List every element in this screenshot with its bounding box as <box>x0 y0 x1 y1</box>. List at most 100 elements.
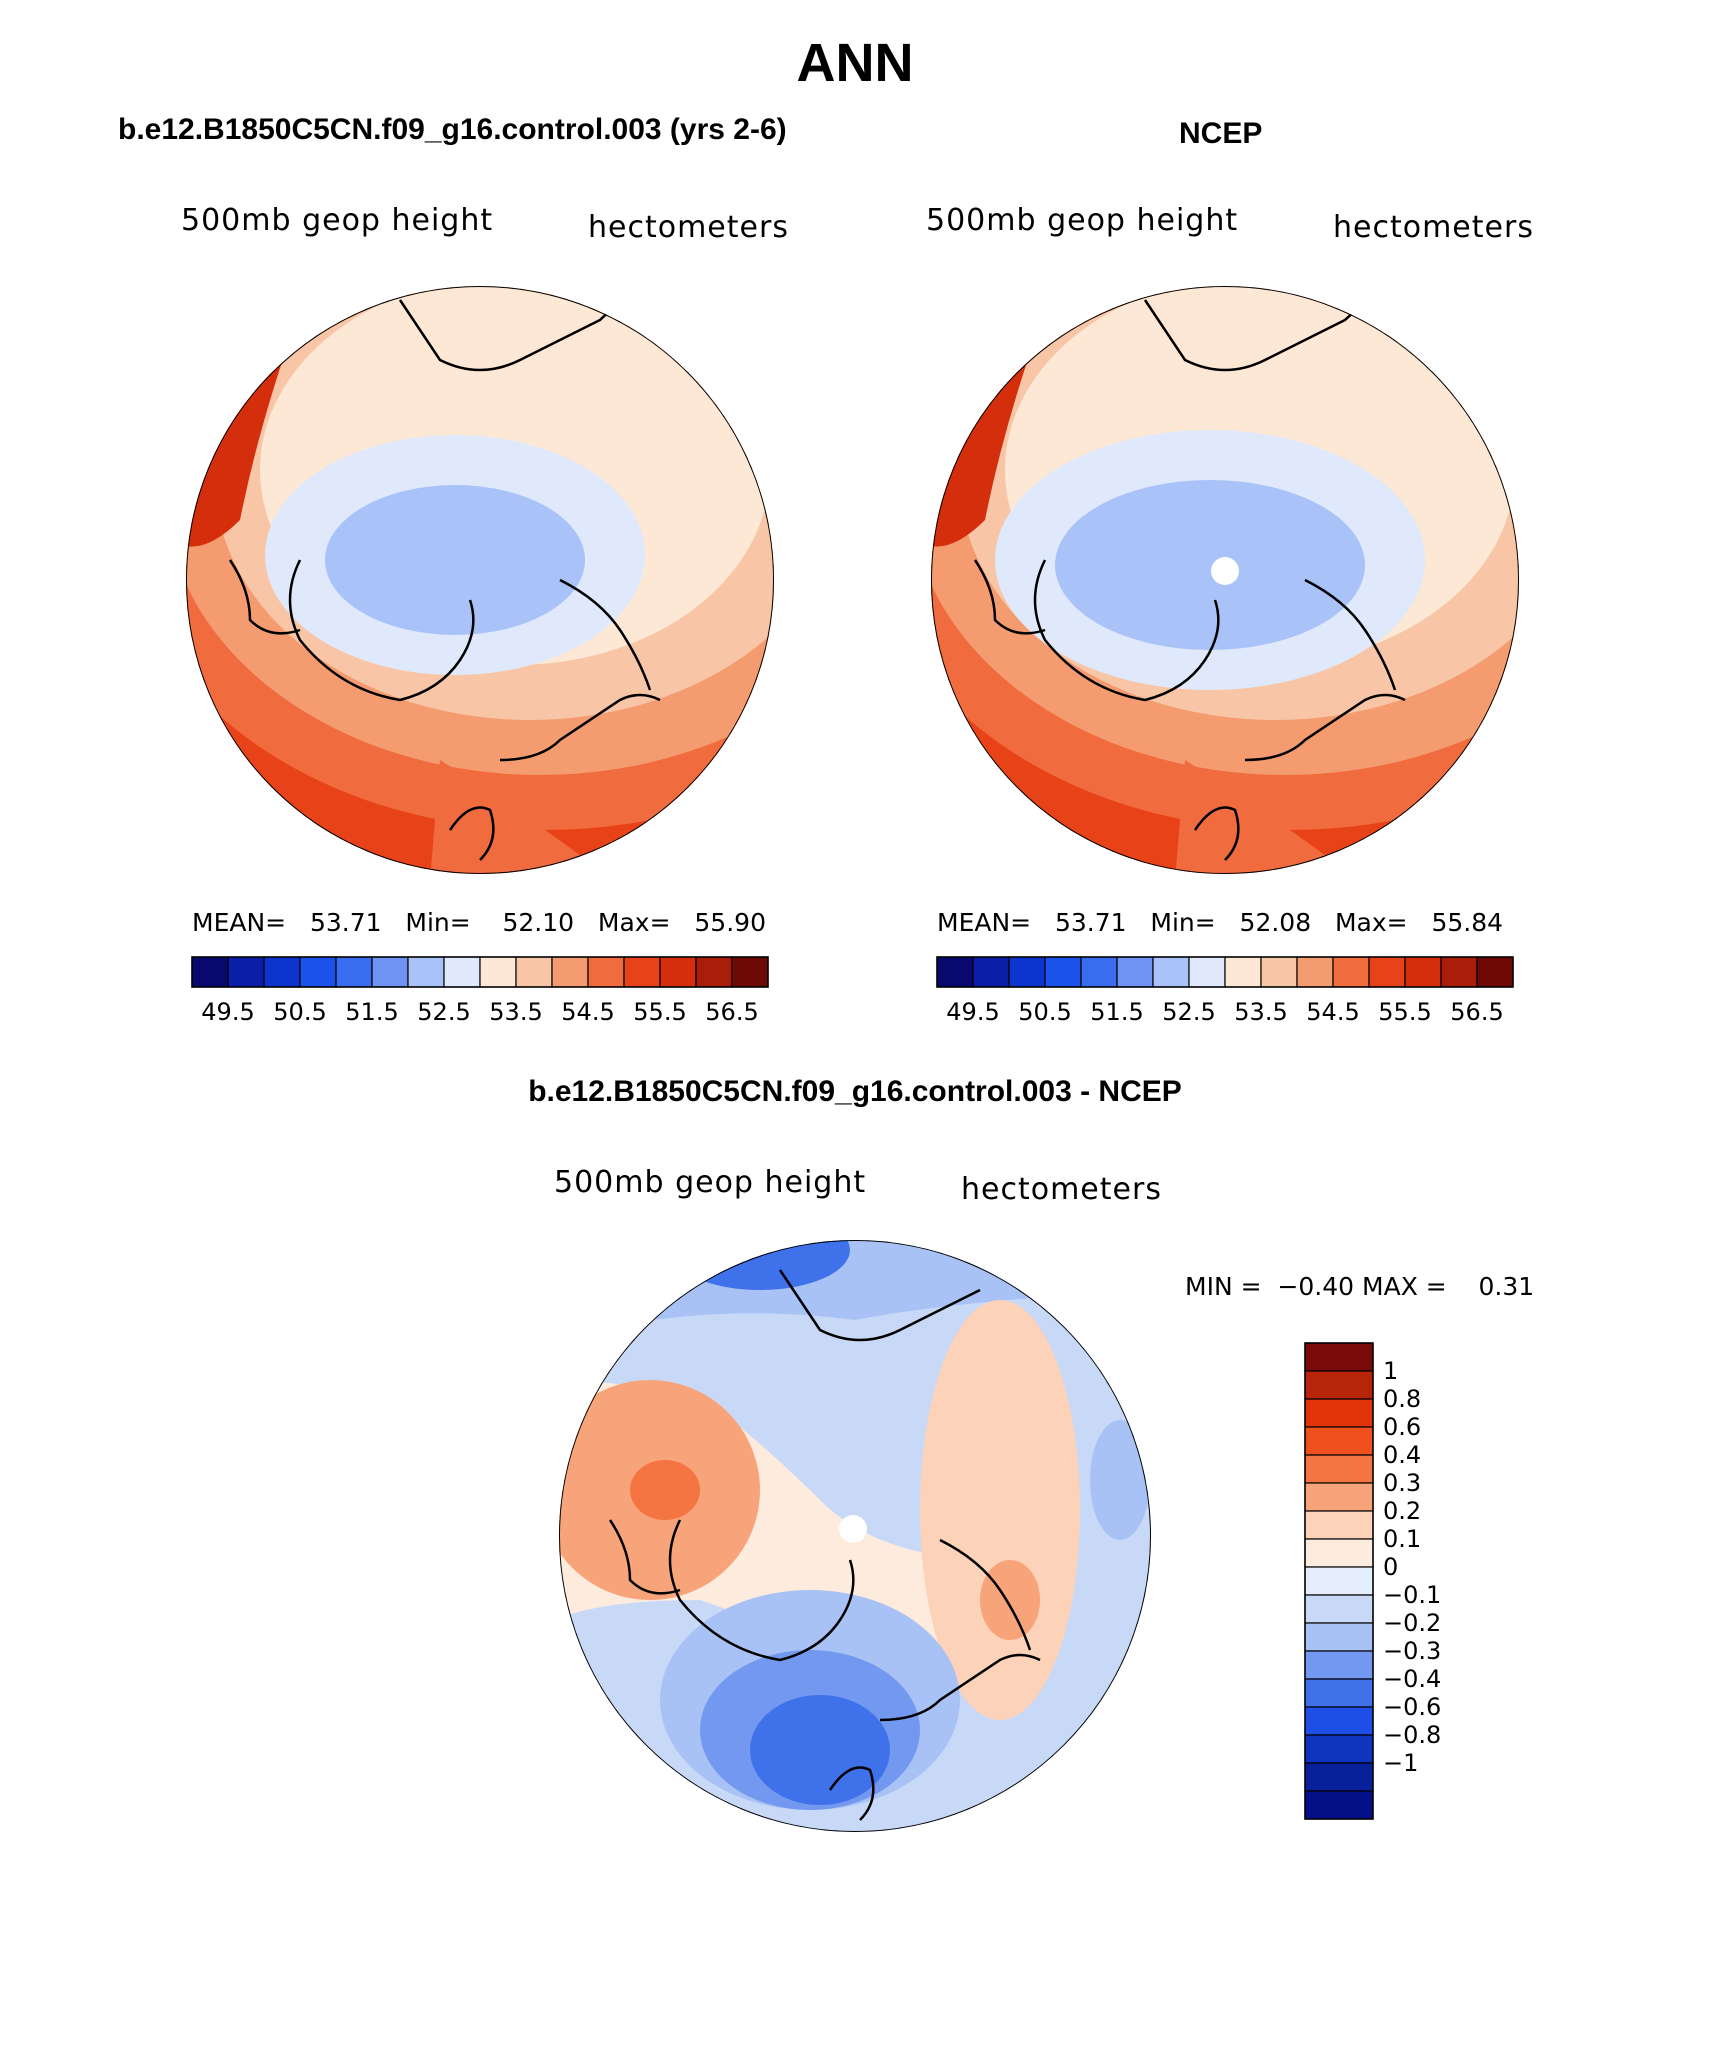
model-colorbar-swatch <box>227 956 265 988</box>
model-colorbar-swatch <box>551 956 589 988</box>
panel-1-title: b.e12.B1850C5CN.f09_g16.control.003 (yrs… <box>118 113 787 146</box>
panel-3-max-label: MAX = <box>1362 1272 1447 1301</box>
model-colorbar-swatch <box>623 956 661 988</box>
ncep-colorbar-swatch <box>972 956 1010 988</box>
difference-colorbar-swatch <box>1304 1398 1374 1428</box>
difference-colorbar-swatch <box>1304 1622 1374 1652</box>
model-colorbar-swatch <box>299 956 337 988</box>
ncep-colorbar-swatch <box>1404 956 1442 988</box>
panel-3-title: b.e12.B1850C5CN.f09_g16.control.003 - NC… <box>528 1075 1182 1108</box>
model-colorbar-tick-label: 55.5 <box>633 998 686 1026</box>
panel-1-max-value: 55.90 <box>694 908 766 937</box>
difference-colorbar-swatch <box>1304 1454 1374 1484</box>
difference-colorbar-tick-label: −0.3 <box>1383 1637 1441 1665</box>
model-colorbar-swatch <box>371 956 409 988</box>
model-colorbar-swatch <box>191 956 229 988</box>
difference-colorbar-swatch <box>1304 1678 1374 1708</box>
difference-colorbar-tick-label: −0.6 <box>1383 1693 1441 1721</box>
difference-colorbar-swatch <box>1304 1566 1374 1596</box>
difference-pole-hole <box>839 1515 867 1543</box>
ncep-colorbar-swatch <box>1296 956 1334 988</box>
panel-2-units-label: hectometers <box>1333 210 1534 245</box>
model-colorbar-swatch <box>695 956 733 988</box>
panel-2-max-value: 55.84 <box>1431 908 1504 937</box>
ncep-colorbar-tick-label: 53.5 <box>1234 998 1287 1026</box>
panel-2-min-value: 52.08 <box>1239 908 1312 937</box>
difference-colorbar-tick-label: 0.6 <box>1383 1413 1421 1441</box>
ncep-colorbar-swatch <box>1008 956 1046 988</box>
ncep-pole-hole <box>1211 557 1239 585</box>
panel-2-stats: MEAN= 53.71 Min= 52.08 Max= 55.84 <box>937 908 1503 937</box>
model-colorbar-tick-label: 53.5 <box>489 998 542 1026</box>
ncep-colorbar-tick-label: 51.5 <box>1090 998 1143 1026</box>
ncep-colorbar-swatch <box>1188 956 1226 988</box>
difference-colorbar-tick-label: 0.3 <box>1383 1469 1421 1497</box>
difference-colorbar-tick-label: 0.8 <box>1383 1385 1421 1413</box>
model-colorbar-tick-label: 56.5 <box>705 998 758 1026</box>
model-colorbar-swatch <box>587 956 625 988</box>
difference-colorbar-swatch <box>1304 1510 1374 1540</box>
panel-2-max-label: Max= <box>1334 908 1408 937</box>
ncep-colorbar-swatch <box>1044 956 1082 988</box>
difference-colorbar-tick-label: 0.2 <box>1383 1497 1421 1525</box>
ncep-colorbar: 49.5 50.5 51.5 52.5 53.5 54.5 55.5 56.5 <box>936 956 1514 1026</box>
difference-colorbar-tick-label: −0.8 <box>1383 1721 1441 1749</box>
ncep-colorbar-swatch <box>1332 956 1370 988</box>
ncep-colorbar-tick-label: 54.5 <box>1306 998 1359 1026</box>
panel-1-max-label: Max= <box>597 908 671 937</box>
panel-1-stats: MEAN= 53.71 Min= 52.10 Max= 55.90 <box>192 908 766 937</box>
difference-colorbar-swatch <box>1304 1706 1374 1736</box>
model-colorbar-swatch <box>443 956 481 988</box>
ncep-colorbar-swatch <box>1116 956 1154 988</box>
difference-colorbar-tick-label: −0.4 <box>1383 1665 1441 1693</box>
model-colorbar-tick-label: 52.5 <box>417 998 470 1026</box>
panel-1-variable-label: 500mb geop height <box>181 203 494 238</box>
difference-colorbar-swatch <box>1304 1650 1374 1680</box>
difference-colorbar-swatch <box>1304 1762 1374 1792</box>
panel-2-min-label: Min= <box>1150 908 1216 937</box>
page-title: ANN <box>796 33 914 93</box>
model-colorbar-tick-label: 54.5 <box>561 998 614 1026</box>
difference-colorbar-swatch <box>1304 1734 1374 1764</box>
difference-colorbar-tick-label: 0.1 <box>1383 1525 1421 1553</box>
ncep-colorbar-tick-label: 56.5 <box>1450 998 1503 1026</box>
model-colorbar-swatch <box>479 956 517 988</box>
ncep-colorbar-tick-label: 50.5 <box>1018 998 1071 1026</box>
panel-3-min-label: MIN = <box>1185 1272 1262 1301</box>
model-colorbar-tick-label: 50.5 <box>273 998 326 1026</box>
difference-polar-map <box>559 1240 1151 1832</box>
panel-2-title: NCEP <box>1179 117 1263 150</box>
panel-1-units-label: hectometers <box>588 210 789 245</box>
model-colorbar-swatch <box>407 956 445 988</box>
model-colorbar: 49.5 50.5 51.5 52.5 53.5 54.5 55.5 56.5 <box>191 956 769 1026</box>
difference-colorbar-swatch <box>1304 1342 1374 1372</box>
ncep-colorbar-swatch <box>1476 956 1514 988</box>
panel-2-mean-label: MEAN= <box>937 908 1032 937</box>
ncep-colorbar-swatch <box>1152 956 1190 988</box>
difference-colorbar-swatch <box>1304 1426 1374 1456</box>
panel-2-variable-label: 500mb geop height <box>926 203 1239 238</box>
ncep-colorbar-swatch <box>936 956 974 988</box>
panel-3-units-label: hectometers <box>961 1172 1162 1207</box>
ncep-colorbar-swatch <box>1080 956 1118 988</box>
difference-colorbar-swatch <box>1304 1370 1374 1400</box>
model-colorbar-tick-label: 51.5 <box>345 998 398 1026</box>
panel-1-mean-value: 53.71 <box>309 908 382 937</box>
difference-colorbar-tick-label: 0.4 <box>1383 1441 1421 1469</box>
panel-1-min-label: Min= <box>405 908 471 937</box>
panel-2-mean-value: 53.71 <box>1054 908 1127 937</box>
ncep-colorbar-tick-label: 49.5 <box>946 998 999 1026</box>
panel-3-stats: MIN = −0.40 MAX = 0.31 <box>1185 1272 1534 1301</box>
model-colorbar-swatch <box>263 956 301 988</box>
difference-colorbar-swatch <box>1304 1538 1374 1568</box>
model-colorbar-swatch <box>515 956 553 988</box>
difference-colorbar-tick-label: −0.2 <box>1383 1609 1441 1637</box>
panel-3-variable-label: 500mb geop height <box>554 1165 867 1200</box>
model-colorbar-swatch <box>335 956 373 988</box>
model-colorbar-swatch <box>731 956 769 988</box>
difference-coastlines <box>608 1269 1041 1821</box>
model-polar-map <box>186 286 774 874</box>
difference-colorbar-swatch <box>1304 1482 1374 1512</box>
difference-colorbar-tick-label: 0 <box>1383 1553 1398 1581</box>
